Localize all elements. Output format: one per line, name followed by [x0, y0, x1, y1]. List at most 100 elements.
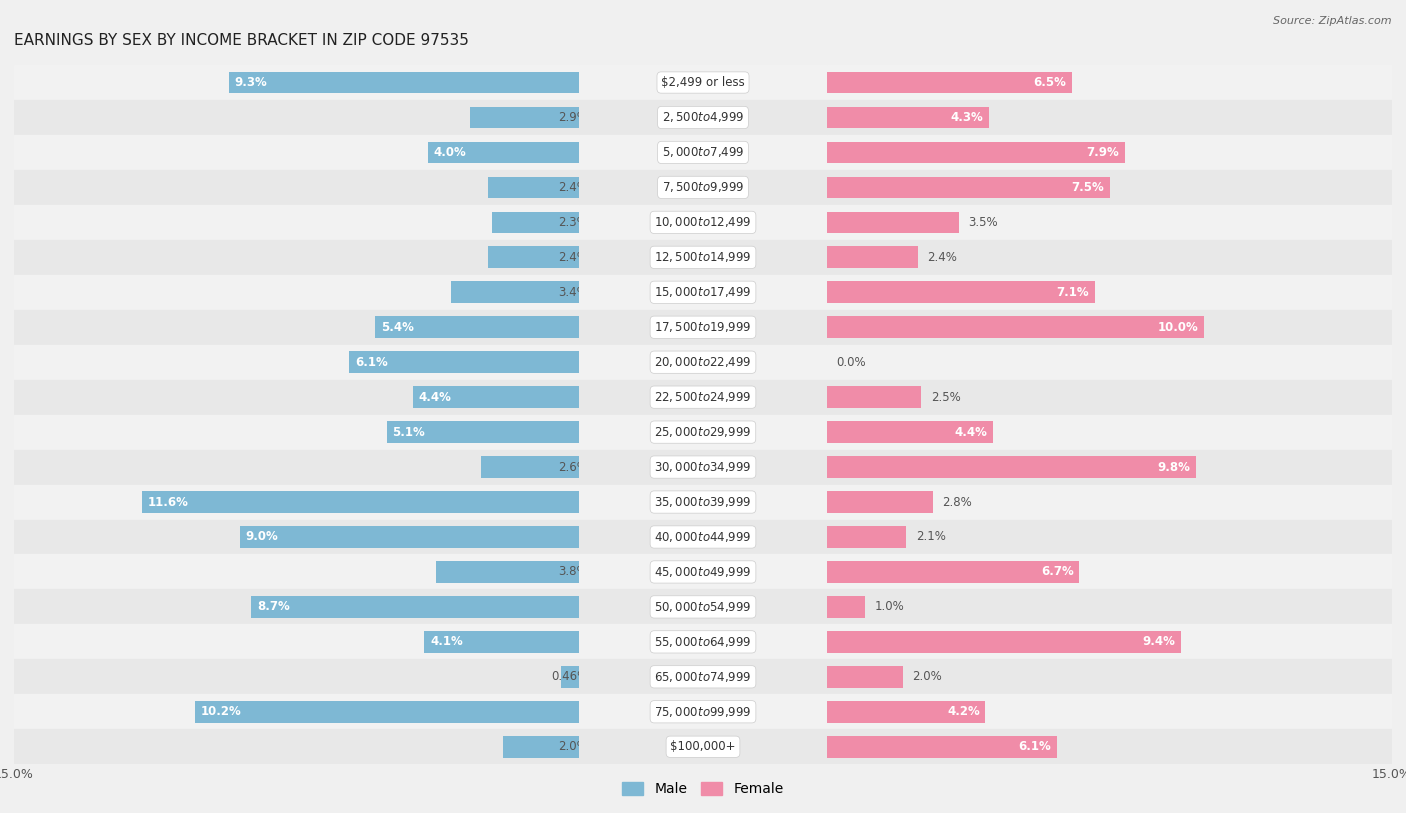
Text: 6.1%: 6.1% [354, 356, 388, 368]
Bar [827, 526, 907, 548]
Bar [349, 351, 579, 373]
Bar [240, 526, 579, 548]
Bar [827, 135, 1392, 170]
Bar [827, 72, 1071, 93]
Text: $2,500 to $4,999: $2,500 to $4,999 [662, 111, 744, 124]
Text: 3.5%: 3.5% [969, 216, 998, 228]
Bar [827, 275, 1392, 310]
Bar [579, 135, 827, 170]
Bar [492, 211, 579, 233]
Bar [14, 135, 579, 170]
Bar [14, 659, 579, 694]
Bar [579, 450, 827, 485]
Bar [579, 729, 827, 764]
Bar [579, 659, 827, 694]
Bar [561, 666, 579, 688]
Bar [579, 275, 827, 310]
Bar [451, 281, 579, 303]
Bar [14, 554, 579, 589]
Text: 6.7%: 6.7% [1040, 566, 1074, 578]
Text: $20,000 to $22,499: $20,000 to $22,499 [654, 355, 752, 369]
Text: 2.1%: 2.1% [915, 531, 946, 543]
Bar [827, 316, 1204, 338]
Text: Source: ZipAtlas.com: Source: ZipAtlas.com [1274, 16, 1392, 26]
Bar [579, 380, 827, 415]
Bar [14, 380, 579, 415]
Text: $40,000 to $44,999: $40,000 to $44,999 [654, 530, 752, 544]
Bar [827, 694, 1392, 729]
Bar [14, 729, 579, 764]
Bar [827, 624, 1392, 659]
Text: 11.6%: 11.6% [148, 496, 188, 508]
Bar [14, 65, 579, 100]
Text: 5.1%: 5.1% [392, 426, 425, 438]
Text: 9.4%: 9.4% [1143, 636, 1175, 648]
Text: 10.0%: 10.0% [1157, 321, 1198, 333]
Bar [827, 659, 1392, 694]
Bar [827, 107, 988, 128]
Bar [375, 316, 579, 338]
Text: $22,500 to $24,999: $22,500 to $24,999 [654, 390, 752, 404]
Text: $15,000 to $17,499: $15,000 to $17,499 [654, 285, 752, 299]
Bar [387, 421, 579, 443]
Bar [413, 386, 579, 408]
Text: 4.4%: 4.4% [419, 391, 451, 403]
Text: $12,500 to $14,999: $12,500 to $14,999 [654, 250, 752, 264]
Bar [827, 491, 932, 513]
Text: 0.46%: 0.46% [551, 671, 588, 683]
Bar [827, 240, 1392, 275]
Bar [488, 176, 579, 198]
Bar [827, 701, 986, 723]
Bar [579, 205, 827, 240]
Legend: Male, Female: Male, Female [617, 777, 789, 802]
Bar [827, 246, 918, 268]
Text: 2.4%: 2.4% [927, 251, 957, 263]
Bar [252, 596, 579, 618]
Bar [827, 170, 1392, 205]
Text: $30,000 to $34,999: $30,000 to $34,999 [654, 460, 752, 474]
Text: $75,000 to $99,999: $75,000 to $99,999 [654, 705, 752, 719]
Text: 3.4%: 3.4% [558, 286, 588, 298]
Text: 2.0%: 2.0% [912, 671, 942, 683]
Bar [488, 246, 579, 268]
Bar [827, 589, 1392, 624]
Bar [579, 310, 827, 345]
Text: 2.0%: 2.0% [558, 741, 588, 753]
Bar [579, 415, 827, 450]
Bar [14, 100, 579, 135]
Text: 5.4%: 5.4% [381, 321, 413, 333]
Bar [503, 736, 579, 758]
Text: 9.0%: 9.0% [246, 531, 278, 543]
Bar [827, 211, 959, 233]
Bar [14, 415, 579, 450]
Text: $25,000 to $29,999: $25,000 to $29,999 [654, 425, 752, 439]
Bar [827, 100, 1392, 135]
Text: EARNINGS BY SEX BY INCOME BRACKET IN ZIP CODE 97535: EARNINGS BY SEX BY INCOME BRACKET IN ZIP… [14, 33, 470, 47]
Bar [14, 450, 579, 485]
Text: 7.9%: 7.9% [1087, 146, 1119, 159]
Text: $2,499 or less: $2,499 or less [661, 76, 745, 89]
Bar [827, 561, 1080, 583]
Text: 4.0%: 4.0% [434, 146, 467, 159]
Text: 1.0%: 1.0% [875, 601, 904, 613]
Text: 2.6%: 2.6% [558, 461, 588, 473]
Text: 4.3%: 4.3% [950, 111, 983, 124]
Bar [827, 141, 1125, 163]
Bar [14, 345, 579, 380]
Bar [14, 275, 579, 310]
Text: $55,000 to $64,999: $55,000 to $64,999 [654, 635, 752, 649]
Text: 4.4%: 4.4% [955, 426, 987, 438]
Text: 9.8%: 9.8% [1157, 461, 1191, 473]
Bar [14, 520, 579, 554]
Bar [827, 666, 903, 688]
Bar [827, 631, 1181, 653]
Bar [827, 65, 1392, 100]
Bar [579, 624, 827, 659]
Text: 4.2%: 4.2% [948, 706, 980, 718]
Text: 6.5%: 6.5% [1033, 76, 1066, 89]
Text: 2.5%: 2.5% [931, 391, 960, 403]
Text: 2.3%: 2.3% [558, 216, 588, 228]
Text: $7,500 to $9,999: $7,500 to $9,999 [662, 180, 744, 194]
Bar [827, 205, 1392, 240]
Bar [827, 729, 1392, 764]
